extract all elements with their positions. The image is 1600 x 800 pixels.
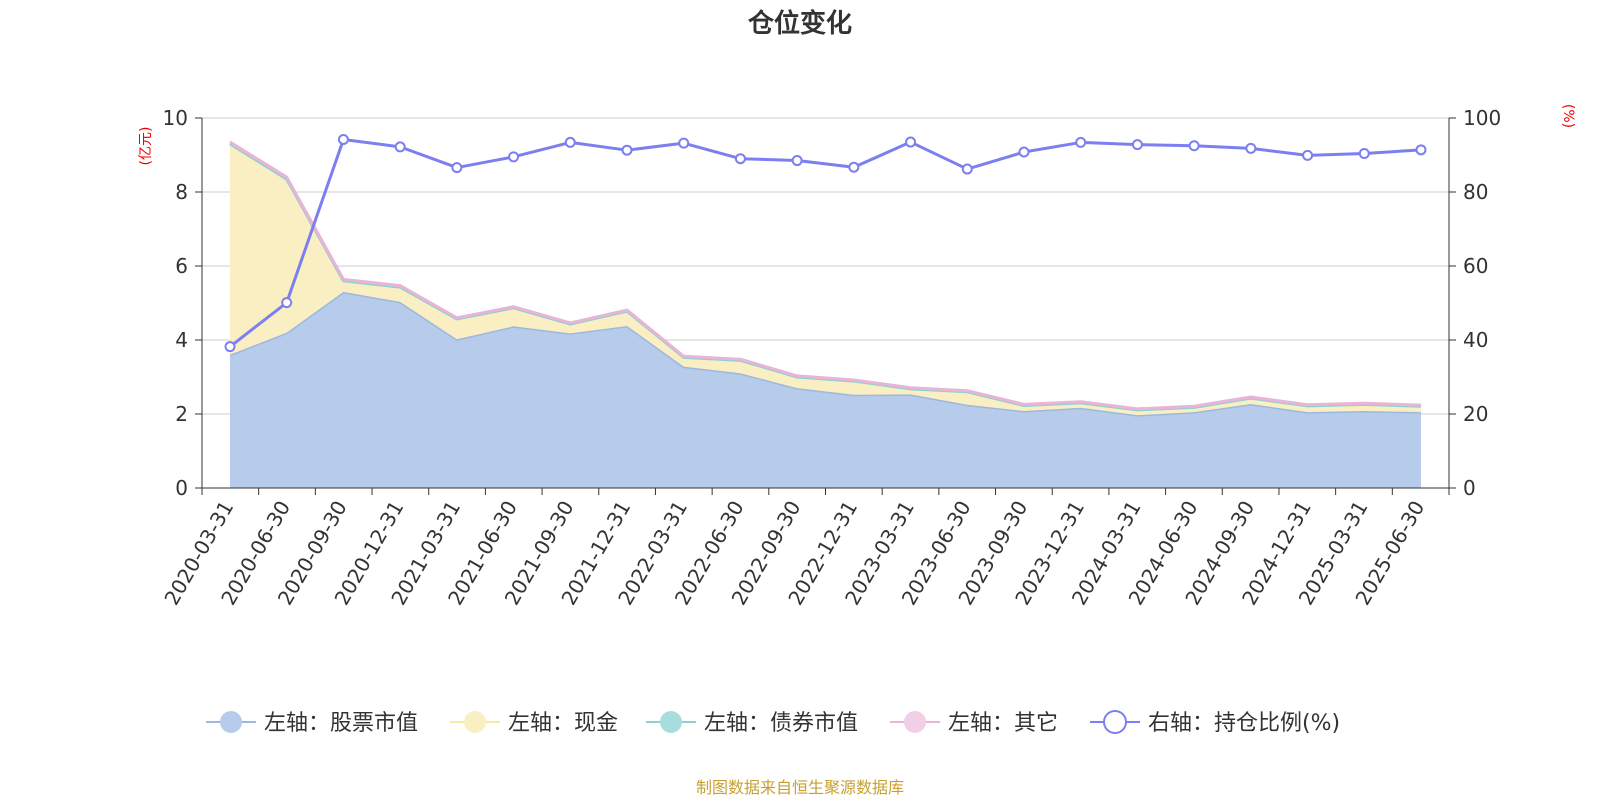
ratio-point [1245, 142, 1257, 154]
source-footer: 制图数据来自恒生聚源数据库 [696, 778, 904, 797]
ratio-point [678, 137, 690, 149]
ratio-point [508, 151, 520, 163]
ratio-point [451, 162, 463, 174]
chart-title: 仓位变化 [747, 8, 852, 39]
legend-label: 左轴：现金 [508, 711, 618, 736]
legend-marker [464, 711, 486, 733]
right-tick-label: 40 [1463, 328, 1488, 352]
ratio-point [1302, 149, 1314, 161]
legend-label: 左轴：股票市值 [264, 711, 418, 736]
ratio-point [734, 153, 746, 165]
legend-marker [220, 711, 242, 733]
ratio-point [1188, 140, 1200, 152]
ratio-point [791, 155, 803, 167]
left-tick-label: 2 [175, 402, 188, 426]
ratio-point [621, 144, 633, 156]
ratio-line [224, 133, 1427, 353]
ratio-point [905, 136, 917, 148]
ratio-point [394, 141, 406, 153]
right-tick-label: 60 [1463, 254, 1488, 278]
ratio-point [564, 136, 576, 148]
left-tick-label: 10 [163, 106, 188, 130]
stacked-areas [229, 140, 1422, 488]
legend-marker [660, 711, 682, 733]
area-top-line [229, 140, 1422, 411]
legend-label: 左轴：债券市值 [704, 711, 858, 736]
left-tick-label: 8 [175, 180, 188, 204]
left-axis-unit: (亿元) [138, 127, 154, 166]
ratio-line-path [229, 137, 1422, 348]
ratio-point [961, 163, 973, 175]
ratio-point [1018, 146, 1030, 158]
left-tick-label: 0 [175, 476, 188, 500]
right-axis-unit: (%) [1560, 104, 1576, 128]
ratio-point [337, 133, 349, 145]
ratio-point [281, 297, 293, 309]
right-tick-label: 100 [1463, 106, 1501, 130]
ratio-point [1415, 144, 1427, 156]
ratio-point [848, 161, 860, 173]
left-tick-label: 6 [175, 254, 188, 278]
right-tick-label: 20 [1463, 402, 1488, 426]
ratio-point [224, 341, 236, 353]
right-tick-label: 80 [1463, 180, 1488, 204]
legend-label: 右轴：持仓比例(%) [1148, 711, 1340, 736]
legend-marker [904, 711, 926, 733]
ratio-point [1358, 148, 1370, 160]
legend-label: 左轴：其它 [948, 711, 1058, 736]
legend: 左轴：股票市值 左轴：现金 左轴：债券市值 左轴：其它 右轴：持仓比例(%) [206, 710, 1340, 736]
ratio-point [1131, 139, 1143, 151]
legend-marker [1103, 710, 1127, 734]
area-fill [230, 291, 1421, 488]
ratio-point [1075, 136, 1087, 148]
left-tick-label: 4 [175, 328, 188, 352]
right-tick-label: 0 [1463, 476, 1476, 500]
